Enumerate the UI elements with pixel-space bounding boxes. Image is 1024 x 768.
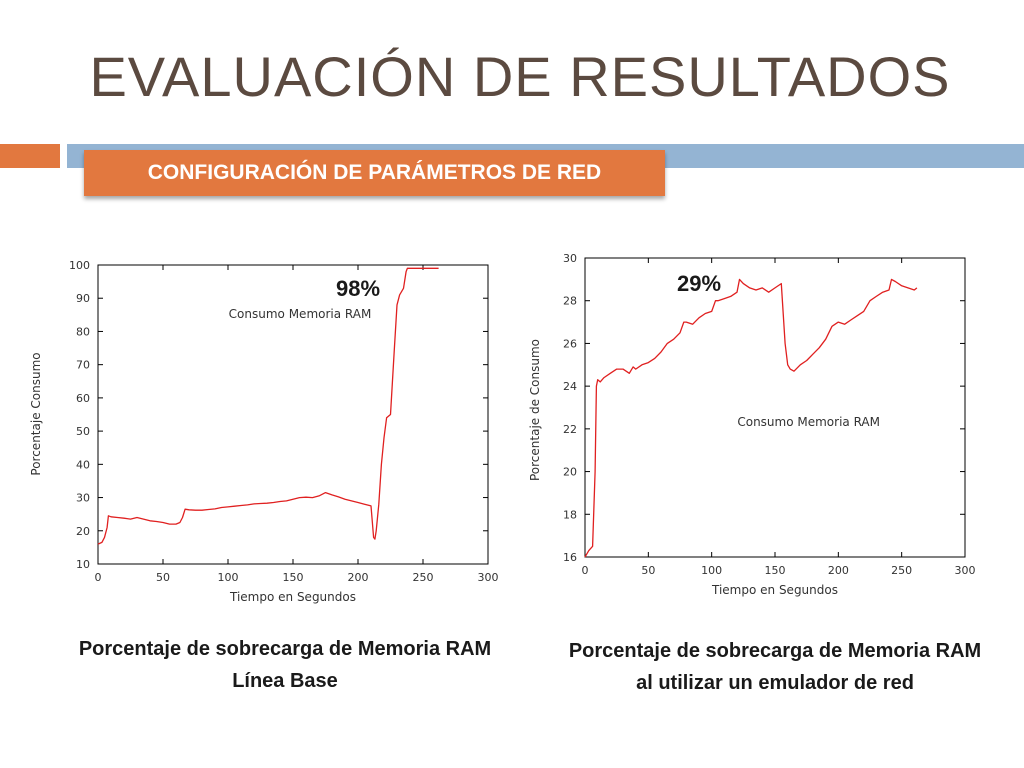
caption-baseline-line2: Línea Base (232, 670, 338, 692)
chart-baseline: 0 50 100 150 200 250 300 10 20 30 40 50 60 70 80 90 100 T… (29, 259, 499, 604)
x-axis-label: Tiempo en Segundos (711, 583, 838, 597)
plot-frame (97, 264, 489, 565)
x-tick-label: 250 (413, 571, 434, 584)
y-tick-label: 24 (563, 380, 577, 393)
y-tick-label: 80 (76, 325, 90, 338)
peak-annotation: 29% (677, 271, 721, 296)
y-tick-label: 40 (76, 458, 90, 471)
y-axis-label: Porcentaje de Consumo (528, 339, 542, 481)
caption-emulator-line2: al utilizar un emulador de red (636, 672, 914, 694)
y-tick-label: 22 (563, 423, 577, 436)
accent-bar-left (0, 144, 60, 168)
subtitle-text: CONFIGURACIÓN DE PARÁMETROS DE RED (147, 161, 602, 184)
legend-entry: Consumo Memoria RAM (229, 307, 372, 321)
y-tick-label: 70 (76, 359, 90, 372)
x-tick-label: 250 (891, 564, 912, 577)
y-tick-label: 100 (69, 259, 90, 272)
y-tick-label: 90 (76, 292, 90, 305)
series-line (97, 267, 439, 545)
y-tick-label: 20 (563, 466, 577, 479)
y-tick-label: 28 (563, 295, 577, 308)
y-tick-label: 60 (76, 392, 90, 405)
x-tick-label: 0 (582, 564, 589, 577)
y-tick-label: 16 (563, 551, 577, 564)
y-tick-label: 10 (76, 558, 90, 571)
caption-baseline: Porcentaje de sobrecarga de Memoria RAM … (40, 633, 530, 697)
y-tick-label: 30 (76, 492, 90, 505)
x-tick-label: 100 (701, 564, 722, 577)
x-tick-label: 200 (348, 571, 369, 584)
y-axis-label: Porcentaje Consumo (29, 352, 43, 475)
x-tick-label: 50 (641, 564, 655, 577)
legend-entry: Consumo Memoria RAM (737, 415, 880, 429)
x-tick-label: 150 (765, 564, 786, 577)
x-tick-label: 300 (478, 571, 499, 584)
peak-annotation: 98% (336, 276, 380, 301)
slide-title: EVALUACIÓN DE RESULTADOS (89, 45, 951, 108)
x-tick-label: 300 (955, 564, 976, 577)
x-tick-label: 0 (95, 571, 102, 584)
y-tick-label: 26 (563, 337, 577, 350)
x-tick-label: 200 (828, 564, 849, 577)
y-tick-label: 30 (563, 252, 577, 265)
caption-emulator: Porcentaje de sobrecarga de Memoria RAM … (535, 635, 1015, 699)
y-tick-label: 20 (76, 525, 90, 538)
x-tick-label: 50 (156, 571, 170, 584)
x-tick-label: 150 (283, 571, 304, 584)
plot-frame (584, 257, 966, 558)
x-tick-label: 100 (218, 571, 239, 584)
series-line (584, 278, 918, 558)
y-tick-label: 18 (563, 508, 577, 521)
y-tick-label: 50 (76, 425, 90, 438)
subtitle-banner: CONFIGURACIÓN DE PARÁMETROS DE RED (84, 150, 665, 196)
caption-baseline-line1: Porcentaje de sobrecarga de Memoria RAM (78, 638, 492, 660)
x-axis-label: Tiempo en Segundos (229, 590, 356, 604)
caption-emulator-line1: Porcentaje de sobrecarga de Memoria RAM (568, 640, 982, 662)
chart-emulator: 0 50 100 150 200 250 300 16 18 20 22 24 26 28 30 Tiempo… (528, 252, 976, 597)
